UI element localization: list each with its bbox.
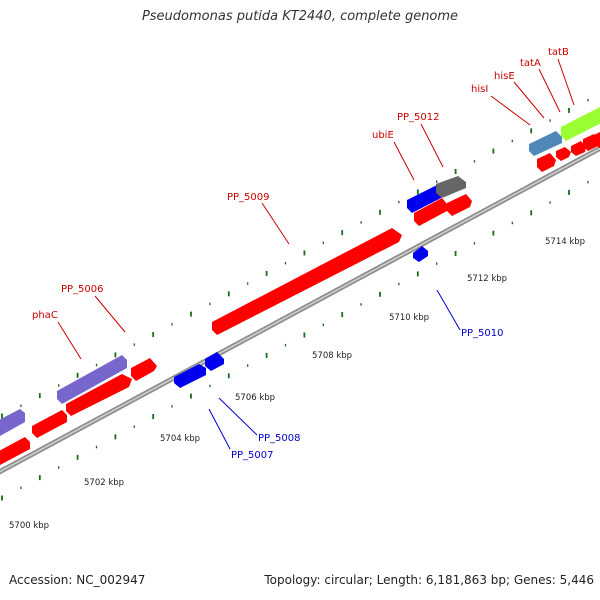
gene-label-ubiE: ubiE	[372, 130, 394, 141]
cds-feature[interactable]	[131, 358, 157, 381]
accession-text: Accession: NC_002947	[9, 573, 146, 587]
gene-label-tatA: tatA	[520, 58, 541, 69]
cds-feature[interactable]	[447, 194, 472, 216]
reverse-gene-labels: PP_5007 PP_5008 PP_5010	[231, 328, 504, 461]
cds-feature[interactable]	[407, 185, 444, 213]
leader-tatA	[538, 68, 561, 113]
forward-features	[0, 107, 600, 465]
leader-hisI	[490, 95, 531, 126]
reverse-features	[174, 246, 428, 388]
gene-label-pp5010: PP_5010	[461, 328, 504, 339]
cds-feature[interactable]	[537, 153, 556, 172]
cds-feature[interactable]	[0, 437, 30, 465]
gene-label-hisE: hisE	[494, 71, 515, 82]
scale-label: 5710 kbp	[389, 313, 429, 323]
inner-tick-marks	[1, 180, 589, 501]
cds-feature[interactable]	[66, 374, 132, 416]
leader-phaC	[57, 321, 82, 360]
cds-feature[interactable]	[212, 228, 402, 335]
cds-feature[interactable]	[414, 198, 447, 226]
cds-feature[interactable]	[205, 352, 224, 371]
cds-feature[interactable]	[571, 141, 586, 156]
scale-label: 5712 kbp	[467, 274, 507, 284]
cds-feature[interactable]	[561, 107, 600, 141]
scale-label: 5714 kbp	[545, 237, 585, 247]
forward-gene-labels: phaC PP_5006 PP_5009 ubiE PP_5012 hisI h…	[32, 47, 569, 321]
cds-feature[interactable]	[529, 131, 562, 156]
gene-label-hisI: hisI	[471, 84, 488, 95]
cds-feature[interactable]	[556, 147, 571, 161]
cds-feature[interactable]	[436, 176, 466, 198]
gene-label-pp5006: PP_5006	[61, 284, 104, 295]
leader-ubiE	[393, 141, 415, 181]
gene-label-pp5009: PP_5009	[227, 192, 270, 203]
genome-backbone-highlight	[0, 147, 600, 473]
cds-feature[interactable]	[594, 130, 600, 148]
scale-label: 5700 kbp	[9, 521, 49, 531]
leader-tatB	[557, 58, 575, 106]
leader-pp5010	[436, 289, 461, 331]
label-leaders	[57, 58, 575, 450]
scale-label: 5706 kbp	[235, 393, 275, 403]
gene-label-tatB: tatB	[548, 47, 569, 58]
gene-label-pp5012: PP_5012	[397, 112, 440, 123]
outer-tick-marks	[1, 98, 589, 419]
map-title: Pseudomonas putida KT2440, complete geno…	[141, 9, 459, 24]
scale-labels: 5700 kbp 5702 kbp 5704 kbp 5706 kbp 5708…	[9, 237, 585, 531]
scale-label: 5702 kbp	[84, 478, 124, 488]
leader-pp5009	[261, 202, 290, 245]
cds-feature[interactable]	[32, 410, 67, 438]
leader-pp5006	[94, 295, 126, 333]
leader-hisE	[513, 81, 545, 119]
scale-label: 5708 kbp	[312, 351, 352, 361]
leader-pp5007	[208, 408, 231, 450]
leader-pp5008	[218, 397, 258, 436]
gene-label-pp5008: PP_5008	[258, 433, 301, 444]
genome-summary-text: Topology: circular; Length: 6,181,863 bp…	[264, 573, 594, 587]
scale-label: 5704 kbp	[160, 434, 200, 444]
cds-feature[interactable]	[0, 409, 25, 436]
cds-feature[interactable]	[413, 246, 428, 262]
gene-label-phaC: phaC	[32, 310, 58, 321]
gene-label-pp5007: PP_5007	[231, 450, 274, 461]
leader-pp5012	[420, 123, 444, 168]
cds-feature[interactable]	[57, 355, 127, 404]
cds-feature[interactable]	[174, 364, 206, 388]
